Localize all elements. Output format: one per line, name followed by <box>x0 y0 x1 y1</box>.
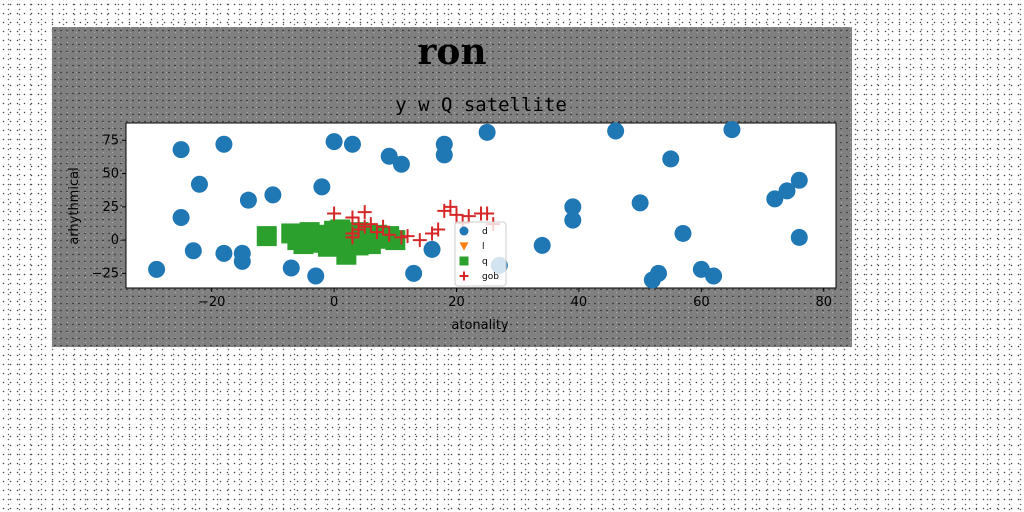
x-tick-label: 80 <box>815 295 832 310</box>
scatter-point <box>607 122 625 140</box>
scatter-point <box>325 133 343 151</box>
y-tick-label: −25 <box>92 266 119 281</box>
y-axis-label: arhythmical <box>67 167 82 244</box>
legend-marker-d <box>459 226 469 236</box>
scatter-point <box>264 186 282 204</box>
scatter-point <box>435 146 453 164</box>
scatter-point <box>443 199 458 214</box>
scatter-point <box>327 206 342 221</box>
scatter-point <box>674 224 692 242</box>
scatter-point <box>190 175 208 193</box>
scatter-point <box>564 198 582 216</box>
scatter-point <box>631 194 649 212</box>
legend-marker-gob <box>459 271 469 281</box>
scatter-point <box>317 236 338 257</box>
scatter-point <box>148 260 166 278</box>
scatter-point <box>233 252 251 270</box>
scatter-point <box>423 240 441 258</box>
y-tick-label: 0 <box>111 233 119 248</box>
scatter-point <box>345 230 360 245</box>
x-tick-label: 0 <box>330 295 338 310</box>
scatter-point <box>405 264 423 282</box>
scatter-point <box>172 141 190 159</box>
axes-title: y w Q satellite <box>395 94 567 116</box>
scatter-point <box>449 207 464 222</box>
x-tick-label: 40 <box>571 295 588 310</box>
scatter-point <box>313 178 331 196</box>
y-tick-label: 50 <box>102 167 119 182</box>
scatter-point <box>256 226 277 247</box>
legend-label-gob: gob <box>482 272 499 282</box>
scatter-point <box>380 147 398 165</box>
scatter-point <box>394 230 409 245</box>
x-axis-label: atonality <box>451 318 509 333</box>
scatter-point <box>307 267 325 285</box>
legend-label-d: d <box>482 227 488 237</box>
scatter-point <box>400 229 415 244</box>
scatter-point <box>351 222 366 237</box>
scatter-point <box>363 217 378 232</box>
scatter-point <box>533 236 551 254</box>
scatter-point <box>392 155 410 173</box>
scatter-point <box>357 219 372 234</box>
scatter-point <box>282 259 300 277</box>
figure-suptitle: ron <box>417 31 486 73</box>
legend: dlq gob <box>454 221 507 287</box>
scatter-point <box>376 219 391 234</box>
series-q <box>256 219 406 265</box>
scatter-point <box>330 219 351 240</box>
chart-figure: ron y w Q satellite −20 0 20 40 60 80 −25 0 25 5… <box>52 27 852 347</box>
scatter-point <box>478 123 496 141</box>
scatter-point <box>643 271 661 289</box>
scatter-point <box>343 135 361 153</box>
series-gob <box>327 199 501 248</box>
scatter-point <box>239 191 257 209</box>
scatter-point <box>480 206 495 221</box>
legend-frame <box>454 221 507 287</box>
y-tick-label: 25 <box>102 200 119 215</box>
scatter-point <box>382 227 397 242</box>
x-tick-label: −20 <box>198 295 225 310</box>
scatter-point <box>431 222 446 237</box>
scatter-point <box>778 182 796 200</box>
scatter-point <box>766 190 784 208</box>
scatter-point <box>662 150 680 168</box>
y-tick-label: 75 <box>102 133 119 148</box>
scatter-point <box>215 244 233 262</box>
scatter-point <box>723 121 741 139</box>
scatter-point <box>293 234 314 255</box>
scatter-point <box>790 171 808 189</box>
chart-canvas: ron y w Q satellite −20 0 20 40 60 80 −25 0 25 5… <box>67 31 837 333</box>
legend-label-l: l <box>482 242 485 252</box>
scatter-point <box>461 209 476 224</box>
legend-marker-l <box>459 242 469 251</box>
scatter-point <box>705 267 723 285</box>
series-d <box>148 121 808 289</box>
scatter-point <box>215 135 233 153</box>
y-axis: −25 0 25 50 75 <box>92 133 126 281</box>
x-tick-label: 60 <box>693 295 710 310</box>
x-tick-label: 20 <box>448 295 465 310</box>
legend-marker-q <box>459 256 469 266</box>
scatter-point <box>357 205 372 220</box>
data-marks <box>148 121 808 289</box>
scatter-point <box>172 208 190 226</box>
scatter-point <box>345 210 360 225</box>
scatter-point <box>564 211 582 229</box>
scatter-point <box>184 242 202 260</box>
scatter-point <box>790 228 808 246</box>
scatter-point <box>412 233 427 248</box>
legend-label-q: q <box>482 257 488 267</box>
x-axis: −20 0 20 40 60 80 <box>198 288 832 310</box>
